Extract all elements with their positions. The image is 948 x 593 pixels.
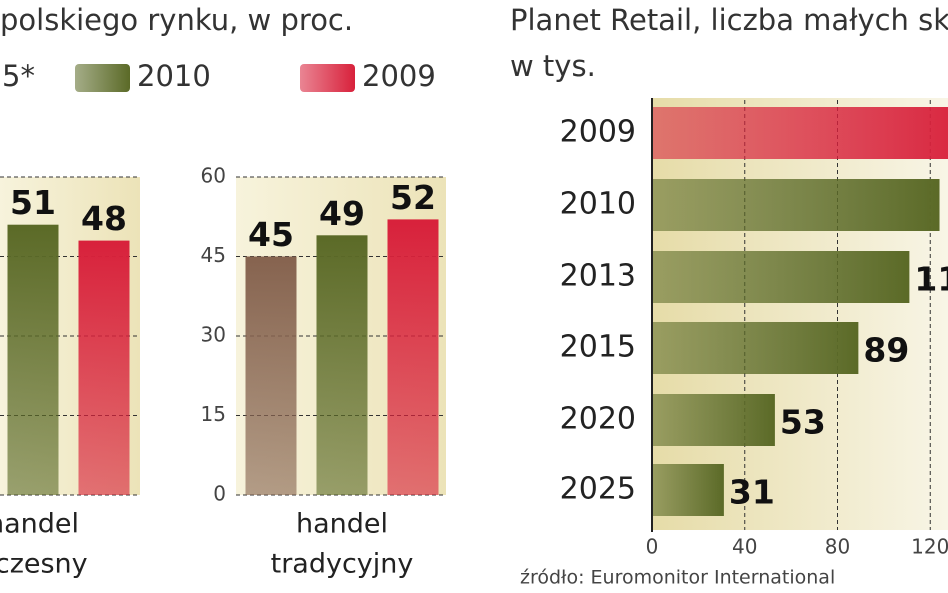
x-tick-label: tradycyjny <box>271 549 414 580</box>
legend-label: 5* <box>2 59 35 93</box>
bar <box>245 256 297 495</box>
bar <box>7 224 59 495</box>
x-tick-label: 0 <box>646 535 659 559</box>
y-tick-label: 2020 <box>560 402 636 437</box>
x-tick-label: handel <box>296 509 388 540</box>
source: źródło: Euromonitor International <box>520 567 835 589</box>
chart-title: Planet Retail, liczba małych sk <box>510 3 948 37</box>
y-tick-label: 2013 <box>560 259 636 294</box>
data-label: 111 <box>914 260 948 299</box>
bar <box>316 235 368 496</box>
y-tick-label: 2010 <box>560 187 636 222</box>
y-tick-label: 45 <box>201 243 226 267</box>
y-tick-label: 0 <box>213 482 226 506</box>
bar <box>78 240 130 495</box>
data-label: 49 <box>319 194 365 233</box>
data-label: 89 <box>863 331 909 370</box>
legend-label: 2009 <box>362 59 436 93</box>
data-label: 31 <box>729 473 775 512</box>
x-tick-label: oczesny <box>0 549 88 580</box>
x-tick-label: 120 <box>911 535 948 559</box>
data-label: 48 <box>81 199 127 238</box>
bar <box>652 464 724 516</box>
bar <box>652 107 948 159</box>
x-tick-label: 80 <box>825 535 850 559</box>
bar <box>387 219 439 495</box>
x-tick-label: handel <box>0 509 79 540</box>
data-label: 53 <box>780 403 826 442</box>
y-tick-label: 2009 <box>560 115 636 150</box>
y-tick-label: 30 <box>201 323 226 347</box>
bar <box>652 394 775 446</box>
plot-bg <box>652 98 948 530</box>
x-tick-label: 40 <box>732 535 757 559</box>
y-tick-label: 60 <box>201 164 226 188</box>
data-label: 124 <box>945 188 948 227</box>
chart-title: polskiego rynku, w proc. <box>0 3 353 37</box>
y-tick-label: 2015 <box>560 330 636 365</box>
legend-swatch <box>300 64 355 92</box>
data-label: 52 <box>390 178 436 217</box>
data-label: 51 <box>10 183 56 222</box>
chart-subtitle: w tys. <box>510 49 596 83</box>
bar <box>652 179 940 231</box>
bar <box>652 322 859 374</box>
legend-swatch <box>75 64 130 92</box>
y-tick-label: 15 <box>201 402 226 426</box>
legend-label: 2010 <box>137 59 211 93</box>
bar <box>652 251 910 303</box>
data-label: 45 <box>248 215 294 254</box>
y-tick-label: 2025 <box>560 472 636 507</box>
